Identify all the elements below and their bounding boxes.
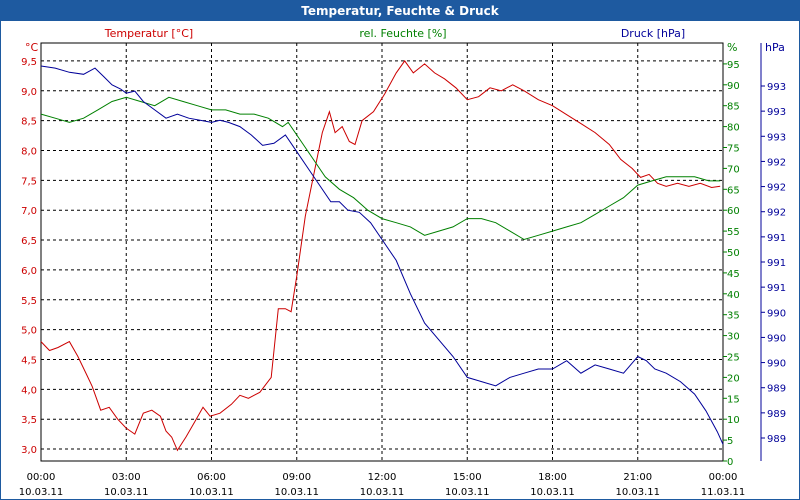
y-tick-pressure: 989 [767,384,786,395]
y-tick-humidity: 70 [727,164,740,175]
x-tick-time: 03:00 [112,472,141,483]
x-tick-time: 09:00 [282,472,311,483]
pressure-unit: hPa [765,41,785,54]
temperature-unit: °C [25,41,39,54]
y-tick-pressure: 989 [767,409,786,420]
y-tick-pressure: 991 [767,233,786,244]
y-tick-humidity: 60 [727,206,740,217]
y-tick-humidity: 80 [727,123,740,134]
y-tick-pressure: 993 [767,132,786,143]
y-tick-temperature: 6,0 [21,266,37,277]
x-tick-date: 10.03.11 [445,487,490,498]
axis-labels: 00:00 10.03.11 03:00 10.03.11 06:00 10.03.11 0… [19,27,786,498]
x-tick-time: 00:00 [27,472,56,483]
x-tick-time: 00:00 [709,472,738,483]
y-tick-pressure: 992 [767,157,786,168]
y-tick-humidity: 50 [727,248,740,259]
x-tick-time: 15:00 [453,472,482,483]
pressure-axis-label: Druck [hPa] [621,27,685,40]
x-tick-date: 10.03.11 [104,487,149,498]
axes [40,42,765,462]
y-tick-pressure: 990 [767,308,786,319]
y-tick-pressure: 991 [767,258,786,269]
y-tick-humidity: 35 [727,311,740,322]
y-tick-pressure: 990 [767,333,786,344]
y-tick-temperature: 9,5 [21,57,37,68]
humidity-axis-label: rel. Feuchte [%] [359,27,446,40]
x-tick-time: 06:00 [197,472,226,483]
y-tick-humidity: 25 [727,353,740,364]
y-tick-pressure: 992 [767,208,786,219]
y-tick-pressure: 989 [767,434,786,445]
y-tick-pressure: 993 [767,107,786,118]
y-tick-pressure: 992 [767,183,786,194]
y-tick-pressure: 991 [767,283,786,294]
y-tick-humidity: 30 [727,332,740,343]
y-tick-humidity: 0 [727,457,733,468]
y-tick-temperature: 8,0 [21,146,37,157]
x-tick-date: 10.03.11 [615,487,660,498]
y-tick-temperature: 5,0 [21,326,37,337]
x-tick-time: 12:00 [368,472,397,483]
y-tick-temperature: 5,5 [21,296,37,307]
y-tick-temperature: 7,5 [21,176,37,187]
x-tick-date: 10.03.11 [189,487,234,498]
series-lines [40,60,724,452]
y-tick-humidity: 15 [727,394,740,405]
x-tick-date: 10.03.11 [274,487,319,498]
humidity-line [40,96,721,241]
y-tick-humidity: 40 [727,290,740,301]
y-tick-humidity: 85 [727,102,740,113]
y-tick-temperature: 8,5 [21,117,37,128]
y-tick-pressure: 990 [767,359,786,370]
chart-title: Temperatur, Feuchte & Druck [1,1,799,21]
y-tick-humidity: 5 [727,436,733,447]
grid-lines [41,43,723,461]
x-tick-time: 18:00 [538,472,567,483]
y-tick-temperature: 4,0 [21,385,37,396]
y-tick-humidity: 45 [727,269,740,280]
y-tick-humidity: 75 [727,144,740,155]
y-tick-humidity: 95 [727,60,740,71]
y-tick-humidity: 10 [727,415,740,426]
x-tick-date: 11.03.11 [701,487,746,498]
humidity-unit: % [727,41,737,54]
x-tick-date: 10.03.11 [19,487,64,498]
y-tick-temperature: 6,5 [21,236,37,247]
y-tick-temperature: 4,5 [21,355,37,366]
y-tick-temperature: 9,0 [21,87,37,98]
y-tick-pressure: 993 [767,82,786,93]
y-tick-temperature: 3,5 [21,415,37,426]
temperature-axis-label: Temperatur [°C] [104,27,193,40]
y-tick-humidity: 65 [727,185,740,196]
y-tick-humidity: 55 [727,227,740,238]
y-tick-temperature: 7,0 [21,206,37,217]
y-tick-humidity: 20 [727,373,740,384]
x-tick-date: 10.03.11 [360,487,405,498]
x-tick-time: 21:00 [623,472,652,483]
x-tick-date: 10.03.11 [530,487,575,498]
y-tick-humidity: 90 [727,81,740,92]
temperature-line [40,60,721,452]
pressure-line [40,65,724,445]
y-tick-temperature: 3,0 [21,445,37,456]
